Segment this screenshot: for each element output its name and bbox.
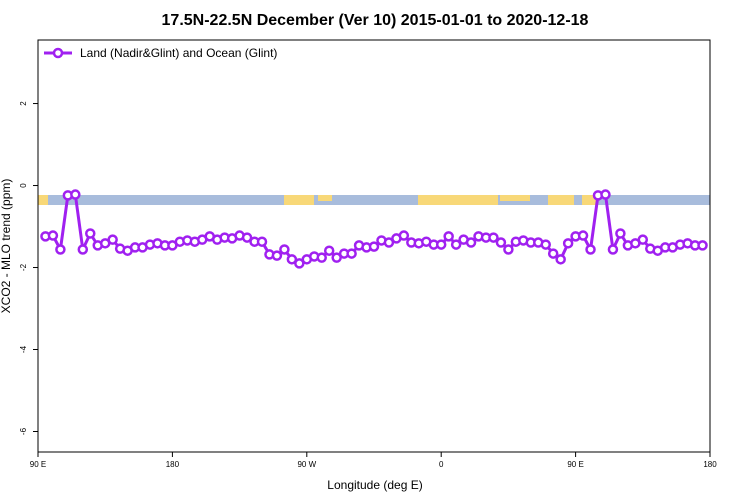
point (346, 248, 357, 259)
point (256, 236, 268, 247)
point (495, 237, 507, 248)
point (577, 230, 589, 241)
point (47, 230, 59, 241)
point (607, 244, 619, 255)
land-band (318, 195, 332, 201)
point (279, 244, 290, 255)
point (637, 234, 649, 245)
point (697, 240, 708, 251)
y-tick-label: 0 (19, 183, 28, 188)
point (615, 228, 626, 239)
point (323, 245, 335, 256)
point (316, 252, 327, 263)
point (435, 239, 447, 250)
land-band (284, 195, 314, 205)
x-axis-label: Longitude (deg E) (327, 478, 422, 492)
point (585, 244, 596, 255)
x-tick-label: 90 E (30, 460, 46, 469)
point (562, 238, 574, 249)
y-tick-label: -6 (19, 427, 28, 435)
x-tick-label: 180 (166, 460, 180, 469)
plot-frame (37, 39, 711, 453)
x-tick-label: 0 (439, 460, 444, 469)
land-ocean-strip (38, 195, 710, 205)
land-band (500, 195, 530, 201)
point (368, 241, 380, 252)
land-band (38, 195, 48, 205)
point (503, 244, 514, 255)
point (271, 250, 283, 261)
y-axis-label: XCO2 - MLO trend (ppm) (0, 179, 13, 314)
point (465, 237, 477, 248)
point (55, 244, 66, 255)
point (398, 230, 410, 241)
point (540, 239, 551, 250)
legend-marker (52, 47, 64, 59)
ocean-band (38, 195, 710, 205)
point (286, 254, 298, 265)
y-tick-label: -2 (19, 263, 28, 271)
land-band (418, 195, 498, 205)
point (241, 232, 253, 243)
point (443, 231, 454, 242)
chart-title: 17.5N-22.5N December (Ver 10) 2015-01-01… (162, 12, 589, 29)
y-tick-label: 2 (19, 101, 28, 106)
y-tick-label: -4 (19, 345, 28, 353)
land-band (548, 195, 574, 205)
point (331, 252, 342, 263)
x-tick-label: 90 W (297, 460, 316, 469)
x-tick-label: 90 E (567, 460, 583, 469)
point (107, 234, 118, 245)
point (85, 228, 96, 239)
x-tick-label: 180 (703, 460, 717, 469)
point (555, 254, 566, 265)
point (547, 248, 559, 259)
point (294, 258, 305, 269)
point (383, 237, 395, 248)
legend-label: Land (Nadir&Glint) and Ocean (Glint) (80, 46, 277, 60)
point (600, 189, 611, 200)
point (70, 189, 81, 200)
point (450, 239, 462, 250)
land-band (582, 195, 598, 205)
point (77, 244, 89, 255)
point (488, 232, 499, 243)
